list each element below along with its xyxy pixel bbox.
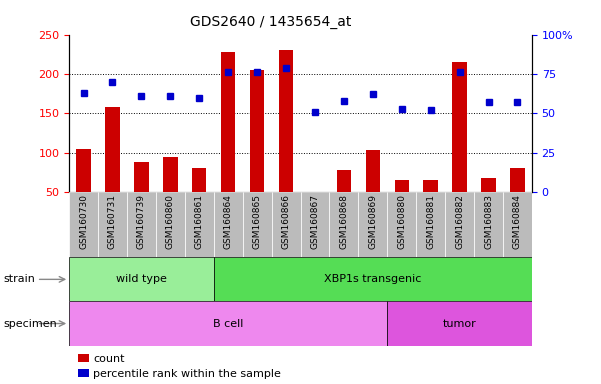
Text: GSM160861: GSM160861 [195,194,204,249]
Text: GSM160869: GSM160869 [368,194,377,249]
Bar [69,301,387,346]
Bar [98,192,127,257]
Bar [416,192,445,257]
Bar [214,192,243,257]
Text: XBP1s transgenic: XBP1s transgenic [324,274,421,285]
Bar [279,50,293,192]
Bar [474,192,503,257]
Text: GSM160880: GSM160880 [397,194,406,249]
Text: tumor: tumor [443,318,477,329]
Bar [387,301,532,346]
Bar [134,162,148,192]
Bar [192,169,207,192]
Bar [510,169,525,192]
Bar [300,192,329,257]
Text: GSM160884: GSM160884 [513,194,522,249]
Text: strain: strain [3,274,35,285]
Bar [387,192,416,257]
Bar [453,62,467,192]
Bar [250,70,264,192]
Bar [481,178,496,192]
Text: GSM160730: GSM160730 [79,194,88,249]
Bar [445,192,474,257]
Text: GSM160868: GSM160868 [340,194,349,249]
Text: GSM160731: GSM160731 [108,194,117,249]
Text: B cell: B cell [213,318,243,329]
Bar [163,157,177,192]
Text: wild type: wild type [116,274,167,285]
Bar [337,170,351,192]
Bar [329,192,358,257]
Text: GSM160882: GSM160882 [455,194,464,249]
Bar [358,192,387,257]
Bar [503,192,532,257]
Text: GSM160881: GSM160881 [426,194,435,249]
Bar [105,107,120,192]
Bar [365,150,380,192]
Bar [156,192,185,257]
Text: GSM160867: GSM160867 [311,194,320,249]
Bar [76,149,91,192]
Bar [394,180,409,192]
Text: GSM160883: GSM160883 [484,194,493,249]
Bar [127,192,156,257]
Bar [272,192,300,257]
Bar [69,257,214,301]
Text: GDS2640 / 1435654_at: GDS2640 / 1435654_at [190,15,351,29]
Bar [243,192,272,257]
Text: specimen: specimen [3,318,56,329]
Text: GSM160860: GSM160860 [166,194,175,249]
Bar [185,192,214,257]
Text: count: count [93,354,124,364]
Bar [424,180,438,192]
Text: GSM160739: GSM160739 [137,194,146,249]
Bar [221,52,236,192]
Text: GSM160864: GSM160864 [224,194,233,249]
Bar [214,257,532,301]
Text: GSM160866: GSM160866 [281,194,290,249]
Text: percentile rank within the sample: percentile rank within the sample [93,369,281,379]
Text: GSM160865: GSM160865 [252,194,261,249]
Bar [69,192,98,257]
